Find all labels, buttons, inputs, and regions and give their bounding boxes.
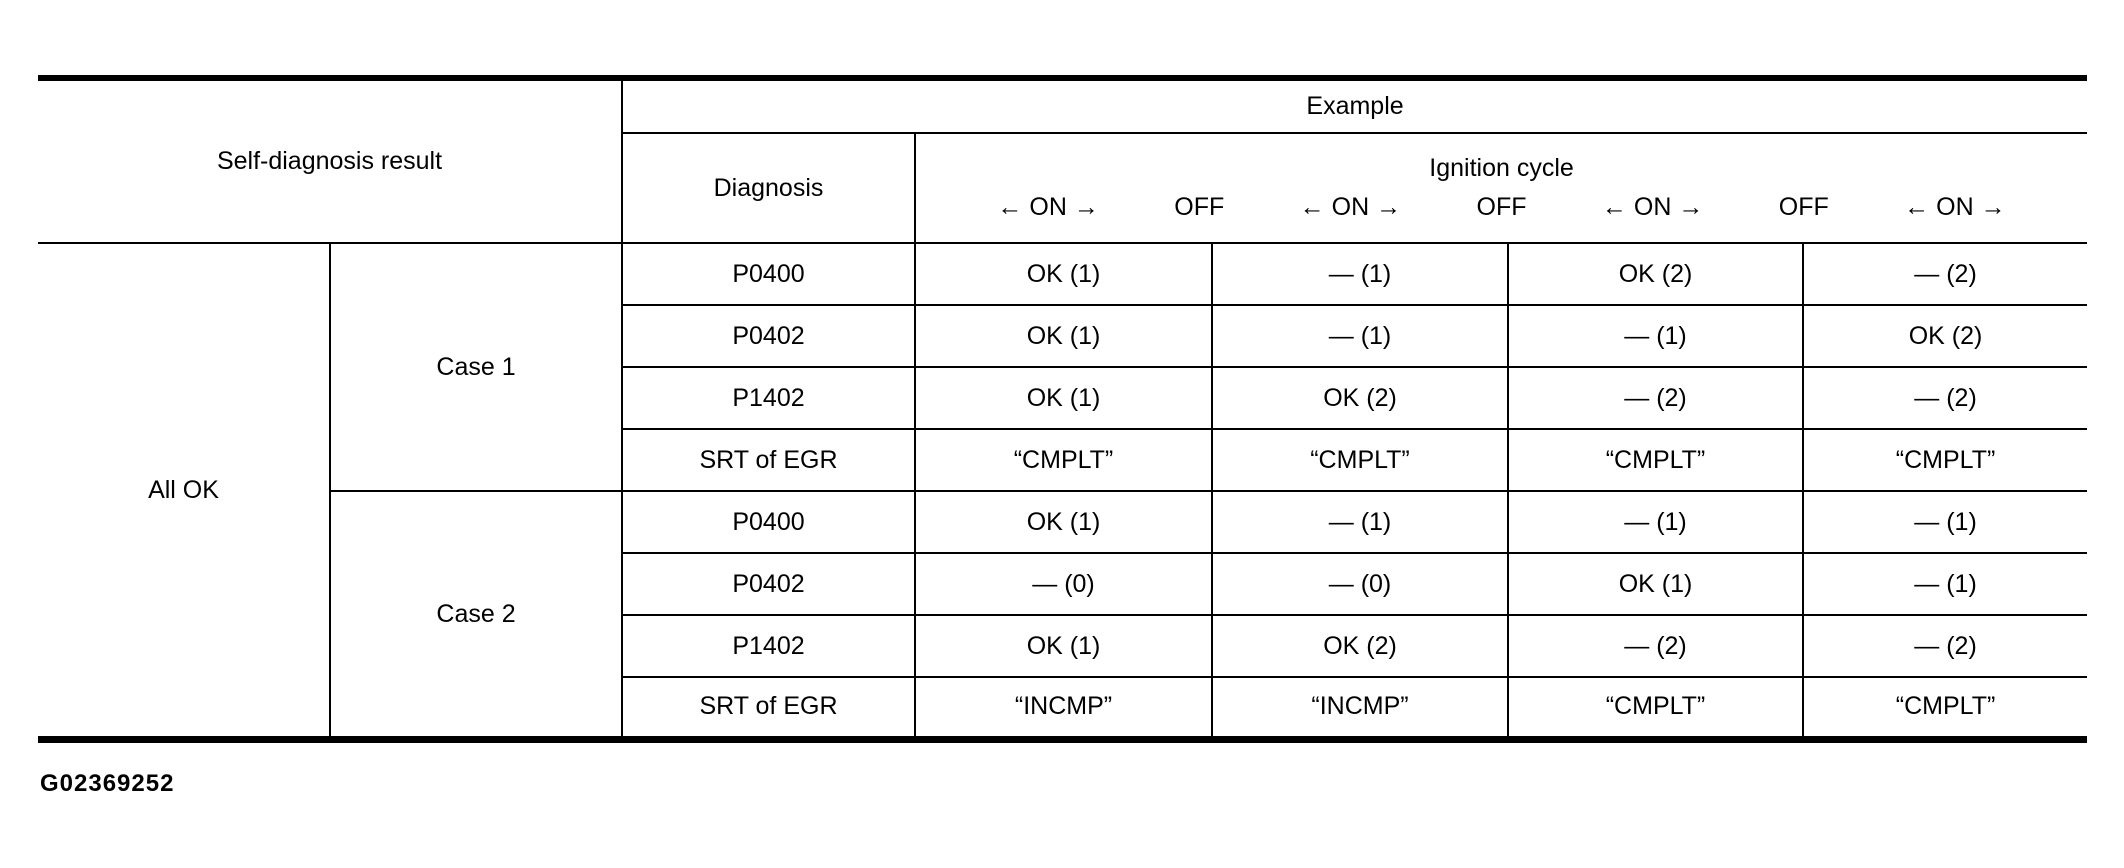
cycle-value-cell: OK (1) [914, 490, 1213, 554]
table-row: P1402 OK (1) OK (2) — (2) — (2) [38, 614, 2089, 678]
result-cell-all-ok: All OK [37, 242, 331, 740]
cycle-value-cell: — (1) [1211, 490, 1509, 554]
diagnosis-cell: P1402 [621, 366, 916, 430]
cycle-value-cell: — (0) [914, 552, 1213, 616]
cycle-value-cell: “INCMP” [1211, 676, 1509, 740]
result-label: All OK [148, 475, 219, 504]
cycle-value-cell: OK (1) [914, 614, 1213, 678]
cycle-value-cell: OK (1) [1507, 552, 1804, 616]
cycle-state-off-1: OFF [1174, 193, 1225, 221]
table-row: SRT of EGR “CMPLT” “CMPLT” “CMPLT” “CMPL… [38, 428, 2089, 492]
cycle-value-cell: — (2) [1801, 242, 2089, 306]
figure-id: G02369252 [40, 770, 175, 797]
cycle-value-cell: “CMPLT” [1507, 428, 1804, 492]
diagnosis-cell: P0400 [621, 490, 916, 554]
cycle-value-cell: OK (1) [914, 366, 1213, 430]
cycle-value-cell: OK (2) [1507, 242, 1804, 306]
ignition-cycle-title: Ignition cycle [1429, 154, 1574, 182]
diagnosis-cell: P0402 [621, 304, 916, 368]
ignition-cycle-states: ← ON → OFF ← ON → OFF ← ON → OFF ← ON → [917, 193, 2085, 222]
cycle-value-cell: — (2) [1507, 614, 1804, 678]
cycle-value-cell: — (1) [1801, 490, 2089, 554]
cycle-state-on-2: ← ON → [1299, 193, 1402, 221]
diagnosis-cell: P0402 [621, 552, 916, 616]
self-diagnosis-table: Self-diagnosis result Example Diagnosis … [37, 75, 2089, 743]
cycle-value-cell: “CMPLT” [914, 428, 1213, 492]
table-row: P1402 OK (1) OK (2) — (2) — (2) [38, 366, 2089, 430]
cycle-value-cell: — (1) [1507, 490, 1804, 554]
cycle-value-cell: OK (2) [1211, 366, 1509, 430]
header-row-example: Self-diagnosis result Example [37, 77, 2089, 244]
cycle-value-cell: — (2) [1507, 366, 1804, 430]
cycle-state-on-1: ← ON → [997, 193, 1099, 221]
cycle-value-cell: — (1) [1507, 304, 1804, 368]
cycle-value-cell: OK (2) [1801, 304, 2089, 368]
cycle-value-cell: — (1) [1211, 304, 1509, 368]
cycle-value-cell: — (0) [1211, 552, 1509, 616]
header-row-cycles: Diagnosis Ignition cycle ← ON → OFF ← ON… [38, 132, 2089, 244]
case-cell-case-1: Case 1 [329, 242, 623, 492]
ignition-cycle-header: Ignition cycle ← ON → OFF ← ON → OFF ← O… [913, 132, 2089, 244]
cycle-state-off-3: OFF [1778, 193, 1829, 221]
cycle-state-off-2: OFF [1476, 193, 1527, 221]
case-cell-case-2: Case 2 [329, 490, 623, 740]
case-label: Case 1 [436, 353, 516, 381]
cycle-value-cell: “CMPLT” [1507, 676, 1804, 740]
cycle-value-cell: — (1) [1801, 552, 2089, 616]
table-row: P0402 OK (1) — (1) — (1) OK (2) [38, 304, 2089, 368]
cycle-value-cell: “INCMP” [914, 676, 1213, 740]
table-row: Case 2 P0400 OK (1) — (1) — (1) — (1) [38, 490, 2089, 740]
table-row: P0402 — (0) — (0) OK (1) — (1) [38, 552, 2089, 616]
example-header: Example [620, 77, 2089, 134]
cycle-value-cell: OK (1) [914, 304, 1213, 368]
cycle-state-on-3: ← ON → [1601, 193, 1704, 221]
cycle-state-on-4: ← ON → [1904, 193, 2006, 221]
table-row: SRT of EGR “INCMP” “INCMP” “CMPLT” “CMPL… [38, 676, 2089, 740]
cycle-value-cell: OK (1) [914, 242, 1213, 306]
table-row: All OK Case 1 P0400 OK (1) — (1) OK (2) … [37, 242, 2089, 740]
cycle-value-cell: OK (2) [1211, 614, 1509, 678]
cycle-value-cell: “CMPLT” [1211, 428, 1509, 492]
self-diagnosis-result-header: Self-diagnosis result [37, 77, 623, 244]
cycle-value-cell: — (1) [1211, 242, 1509, 306]
diagnosis-cell: SRT of EGR [621, 428, 916, 492]
cycle-value-cell: “CMPLT” [1801, 428, 2089, 492]
case-label: Case 2 [436, 599, 516, 628]
cycle-value-cell: “CMPLT” [1801, 676, 2089, 740]
cycle-value-cell: — (2) [1801, 614, 2089, 678]
diagnosis-cell: P0400 [621, 242, 916, 306]
cycle-value-cell: — (2) [1801, 366, 2089, 430]
diagnosis-cell: SRT of EGR [621, 676, 916, 740]
diagnosis-header: Diagnosis [621, 132, 916, 244]
diagnosis-cell: P1402 [621, 614, 916, 678]
